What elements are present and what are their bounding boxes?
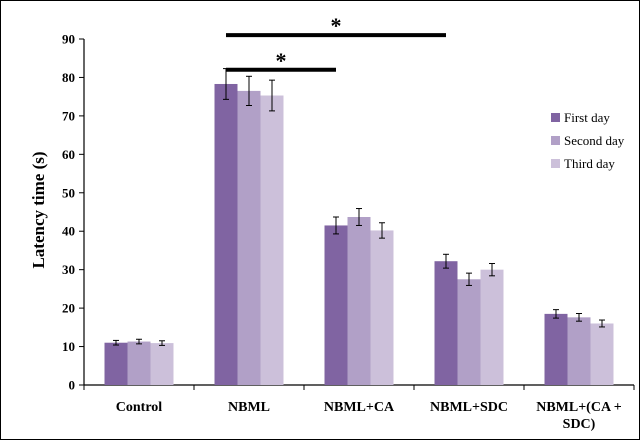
y-tick-label: 90 xyxy=(62,32,75,47)
bar-third-day xyxy=(480,269,504,385)
legend-label: First day xyxy=(564,110,610,125)
bar-third-day xyxy=(260,95,284,385)
bars xyxy=(104,83,614,386)
bar-first-day xyxy=(104,342,128,385)
category-label: NBML+SDC xyxy=(430,400,508,415)
significance-annotations: ** xyxy=(226,13,446,73)
legend-swatch xyxy=(551,136,560,145)
y-ticks: 0 10 20 30 40 50 60 70 80 90 xyxy=(62,32,84,393)
y-tick-label: 30 xyxy=(62,262,75,277)
y-tick-label: 0 xyxy=(69,378,76,393)
bar-second-day xyxy=(567,317,591,385)
category-label-line: NBML+SDC xyxy=(430,400,508,415)
bar-second-day xyxy=(127,341,151,385)
y-tick-label: 20 xyxy=(62,301,75,316)
bar-first-day xyxy=(434,261,458,385)
category-labels: Control NBML NBML+CA NBML+SDC NBML+(CA + SDC) xyxy=(116,400,622,432)
category-label-line: NBML+CA xyxy=(324,400,395,415)
y-tick-label: 50 xyxy=(62,185,75,200)
bar-third-day xyxy=(150,343,174,385)
bar-third-day xyxy=(370,230,394,385)
significance-star: * xyxy=(331,13,342,38)
y-axis-title: Latency time (s) xyxy=(29,151,48,268)
legend-label: Third day xyxy=(564,156,615,171)
y-tick-label: 70 xyxy=(62,108,75,123)
legend-swatch xyxy=(551,159,560,168)
legend-label: Second day xyxy=(564,133,625,148)
significance-star: * xyxy=(276,48,287,73)
bar-second-day xyxy=(347,216,371,385)
y-tick-label: 60 xyxy=(62,147,75,162)
bar-first-day xyxy=(544,313,568,385)
legend: First day Second day Third day xyxy=(551,110,625,171)
bar-first-day xyxy=(324,225,348,385)
error-bars xyxy=(113,68,605,346)
category-label-line: NBML xyxy=(228,400,270,415)
category-label: NBML+CA xyxy=(324,400,395,415)
category-label: NBML xyxy=(228,400,270,415)
y-tick-label: 80 xyxy=(62,70,75,85)
bar-first-day xyxy=(214,83,238,385)
category-label-line: NBML+(CA + xyxy=(536,400,622,415)
y-axis-title-group: Latency time (s) xyxy=(29,151,48,268)
bar-second-day xyxy=(237,90,261,386)
y-tick-label: 10 xyxy=(62,339,75,354)
category-label: NBML+(CA + SDC) xyxy=(536,400,622,432)
bar-third-day xyxy=(590,323,614,385)
category-label-line: Control xyxy=(116,400,163,415)
category-label-line: SDC) xyxy=(563,417,596,432)
category-label: Control xyxy=(116,400,163,415)
bar-second-day xyxy=(457,279,481,385)
y-tick-label: 40 xyxy=(62,224,75,239)
legend-swatch xyxy=(551,113,560,122)
